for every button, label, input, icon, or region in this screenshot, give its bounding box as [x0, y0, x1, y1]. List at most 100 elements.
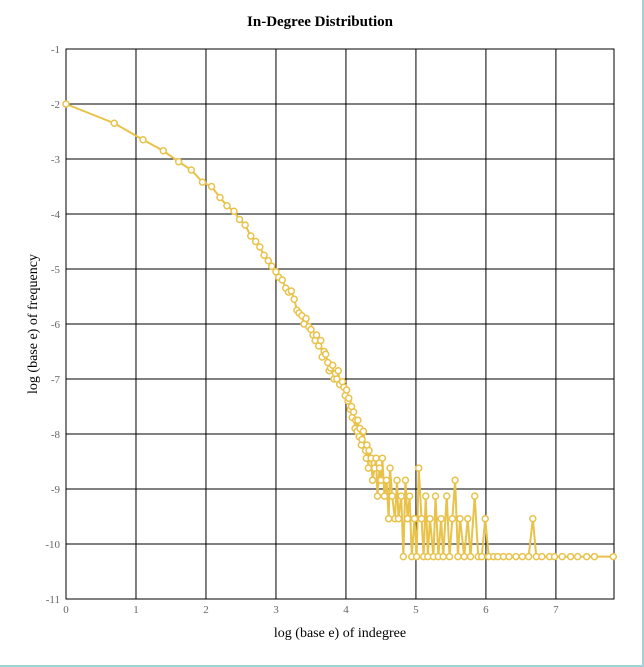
- data-point: [198, 178, 207, 186]
- data-point: [380, 492, 389, 500]
- y-tick-label: -5: [51, 264, 61, 276]
- data-point: [573, 552, 582, 561]
- data-point: [368, 476, 377, 484]
- data-point: [512, 552, 520, 561]
- data-point: [448, 514, 457, 523]
- data-point: [388, 492, 396, 500]
- data-point: [342, 386, 351, 394]
- data-point: [477, 552, 486, 561]
- data-point: [505, 552, 513, 561]
- data-point: [110, 119, 119, 127]
- data-point: [334, 367, 343, 375]
- data-point: [456, 514, 464, 523]
- data-point: [481, 514, 489, 523]
- data-point: [333, 375, 341, 383]
- data-point: [216, 193, 224, 202]
- x-tick-label: 2: [203, 604, 209, 616]
- data-point: [463, 514, 472, 523]
- y-axis-label: log (base e) of frequency: [26, 254, 41, 394]
- data-point: [372, 454, 380, 462]
- data-point: [451, 476, 459, 484]
- data-point: [437, 514, 445, 523]
- y-tick-label: -3: [51, 154, 61, 166]
- data-point: [256, 243, 264, 251]
- data-point: [439, 552, 447, 561]
- data-point: [384, 514, 393, 523]
- data-point: [223, 202, 231, 210]
- data-point: [207, 182, 216, 191]
- x-tick-label: 6: [483, 604, 489, 616]
- data-point: [251, 237, 260, 246]
- data-point: [382, 476, 391, 484]
- data-point: [399, 552, 408, 561]
- data-point: [609, 552, 618, 561]
- data-point: [241, 221, 249, 229]
- data-point: [312, 331, 321, 339]
- data-point: [566, 552, 575, 561]
- data-point: [358, 435, 366, 444]
- data-point: [287, 287, 296, 295]
- data-point: [375, 464, 384, 472]
- data-point: [460, 552, 468, 561]
- data-point: [403, 514, 412, 523]
- x-tick-label: 4: [343, 604, 349, 616]
- data-point: [470, 492, 479, 500]
- chart-title: In-Degree Distribution: [247, 14, 394, 30]
- x-tick-label: 5: [413, 604, 419, 616]
- data-point: [290, 295, 298, 303]
- data-point: [550, 552, 559, 561]
- data-point: [529, 514, 537, 523]
- data-point: [394, 514, 403, 523]
- data-point: [410, 514, 419, 523]
- data-point: [386, 464, 394, 472]
- data-point: [174, 158, 183, 166]
- data-point: [365, 446, 373, 455]
- y-tick-label: -9: [51, 484, 61, 496]
- data-point: [235, 215, 244, 224]
- data-point: [445, 552, 454, 561]
- data-point: [230, 207, 238, 215]
- data-point: [524, 552, 533, 561]
- data-point: [378, 454, 387, 462]
- data-point: [466, 552, 475, 561]
- data-point: [349, 408, 358, 416]
- data-point: [590, 552, 599, 561]
- y-tick-label: -2: [51, 99, 60, 111]
- data-point: [247, 232, 255, 240]
- data-point: [401, 476, 410, 484]
- y-tick-label: -6: [51, 319, 61, 331]
- data-point: [426, 514, 434, 523]
- data-point: [264, 257, 273, 265]
- data-point: [397, 492, 405, 500]
- x-axis-label: log (base e) of indegree: [274, 626, 406, 641]
- y-tick-label: -7: [51, 374, 61, 386]
- data-point: [538, 552, 546, 561]
- data-point: [364, 464, 373, 472]
- data-point: [62, 100, 70, 108]
- data-point: [328, 361, 337, 369]
- data-point: [442, 492, 451, 500]
- y-tick-label: -1: [51, 44, 60, 56]
- data-point: [317, 336, 325, 345]
- data-point: [260, 251, 268, 259]
- data-point: [268, 262, 276, 270]
- y-tick-label: -8: [51, 429, 61, 441]
- data-point: [417, 514, 426, 523]
- data-point: [187, 166, 196, 174]
- data-point: [421, 492, 430, 500]
- y-tick-label: -10: [45, 539, 60, 551]
- data-point: [272, 268, 280, 276]
- data-point: [344, 394, 353, 402]
- x-tick-label: 3: [273, 604, 279, 616]
- data-point: [373, 492, 382, 500]
- x-tick-label: 1: [133, 604, 139, 616]
- data-point: [354, 416, 362, 424]
- data-point: [518, 552, 527, 561]
- data-point: [412, 552, 421, 561]
- data-point: [159, 147, 168, 155]
- y-tick-label: -11: [46, 594, 60, 606]
- data-point: [558, 552, 566, 561]
